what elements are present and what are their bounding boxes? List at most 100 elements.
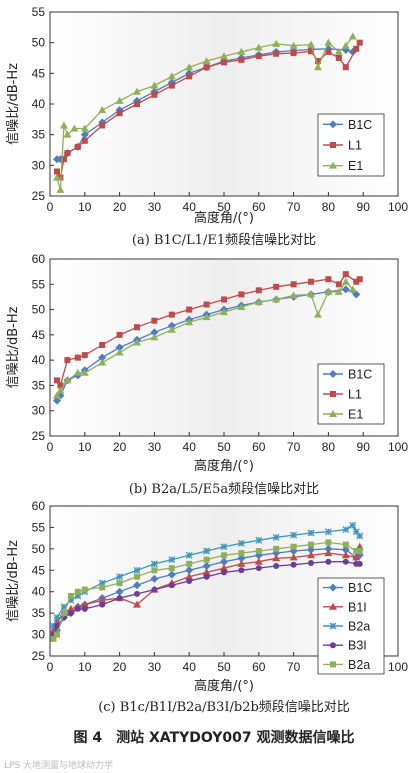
x-tick-label: 40 — [183, 440, 197, 454]
series-3-point — [67, 610, 74, 617]
series-3-point — [203, 573, 210, 580]
series-2-point — [150, 333, 159, 341]
series-2-point — [80, 368, 89, 376]
series-0-point — [52, 396, 61, 405]
x-tick-label: 80 — [322, 200, 336, 214]
series-3-point — [221, 569, 227, 576]
series-3-point — [151, 586, 158, 593]
series-4-point — [81, 586, 88, 593]
series-1-point — [186, 73, 193, 80]
x-tick-label: 50 — [217, 200, 231, 214]
x-tick-label: 60 — [252, 200, 266, 214]
y-tick-label: 45 — [32, 66, 46, 80]
series-3-point — [325, 558, 332, 565]
series-1-point — [353, 45, 360, 52]
series-2-point — [73, 368, 82, 376]
series-4-point — [273, 545, 280, 552]
series-4-point — [60, 610, 67, 617]
series-2-point — [272, 39, 281, 47]
series-4-point — [308, 541, 314, 548]
x-tick-label: 40 — [183, 200, 197, 214]
x-tick-label: 100 — [388, 200, 408, 214]
x-tick-label: 50 — [217, 440, 231, 454]
x-tick-label: 0 — [47, 200, 54, 214]
series-2-point — [52, 391, 61, 399]
series-2-point — [237, 47, 246, 55]
series-4-point — [290, 543, 297, 550]
y-tick-label: 40 — [32, 97, 46, 111]
series-1-point — [116, 331, 123, 338]
series-4-point — [325, 539, 332, 546]
x-tick-label: 30 — [148, 440, 162, 454]
series-2-point — [56, 386, 65, 394]
series-1-point — [254, 557, 263, 565]
series-1-point — [98, 596, 107, 604]
series-2-point — [254, 43, 263, 51]
series-1-point — [74, 143, 81, 150]
series-1-point — [185, 572, 194, 580]
series-4-point — [116, 580, 123, 587]
series-2-point — [324, 38, 333, 46]
x-tick-label: 10 — [78, 440, 92, 454]
x-tick-label: 70 — [287, 440, 301, 454]
x-tick-label: 90 — [357, 200, 371, 214]
series-1-point — [134, 101, 140, 107]
series-1-point — [151, 317, 158, 324]
y-tick-label: 25 — [32, 429, 46, 443]
series-0-point — [324, 544, 333, 553]
series-3-point — [356, 560, 363, 567]
series-2-point — [203, 547, 211, 555]
series-4-point — [67, 593, 74, 599]
series-1-point — [289, 553, 298, 561]
legend-label: B1C — [348, 118, 372, 132]
legend-marker — [329, 161, 337, 169]
series-1-point — [80, 600, 89, 608]
series-2-point — [185, 551, 193, 559]
x-axis-title: 高度角/(°) — [194, 458, 254, 474]
legend-marker — [329, 370, 337, 378]
legend-marker — [330, 661, 336, 668]
x-tick-label: 80 — [322, 440, 336, 454]
series-2-point — [133, 87, 141, 95]
series-4-point — [221, 552, 227, 559]
y-tick-label: 30 — [32, 628, 46, 642]
series-1-point — [341, 551, 350, 559]
legend-label: B2a — [348, 658, 370, 672]
series-1-point — [307, 551, 315, 559]
series-2-point — [167, 72, 176, 80]
y-tick-label: 50 — [32, 36, 46, 50]
series-1-point — [237, 559, 246, 567]
legend-marker — [329, 583, 337, 592]
series-0-point — [341, 545, 350, 554]
series-1-point — [64, 150, 71, 157]
series-1-point — [314, 58, 321, 65]
series-2-point — [52, 173, 61, 181]
series-0-point — [115, 587, 124, 596]
y-tick-label: 50 — [32, 542, 46, 556]
series-1-point — [57, 382, 64, 389]
series-1-point — [203, 64, 210, 71]
series-2-point — [272, 295, 281, 303]
series-2-point — [334, 287, 343, 295]
legend-marker — [330, 642, 336, 649]
legend-label: B1C — [348, 581, 372, 595]
series-0-point — [133, 581, 141, 590]
y-axis-title: 信噪比/dB-Hz — [6, 63, 21, 145]
panel-caption: (c) B1c/B1I/B2a/B3I/b2b频段信噪比对比 — [98, 700, 350, 715]
y-tick-label: 40 — [32, 585, 46, 599]
series-2-point — [307, 290, 315, 298]
watermark: LPS 大地测量与地球动力学 — [4, 759, 113, 771]
series-2-point — [220, 543, 228, 551]
series-4-point — [238, 550, 245, 557]
series-1-point — [324, 549, 333, 557]
series-1-point — [186, 306, 193, 313]
series-1-point — [99, 122, 106, 129]
series-0-point — [150, 574, 159, 583]
series-2-point — [341, 41, 350, 49]
legend-marker — [330, 142, 336, 148]
series-0-point — [202, 562, 211, 570]
series-3-point — [290, 561, 297, 568]
series-4-point — [356, 548, 363, 554]
x-tick-label: 20 — [113, 440, 127, 454]
